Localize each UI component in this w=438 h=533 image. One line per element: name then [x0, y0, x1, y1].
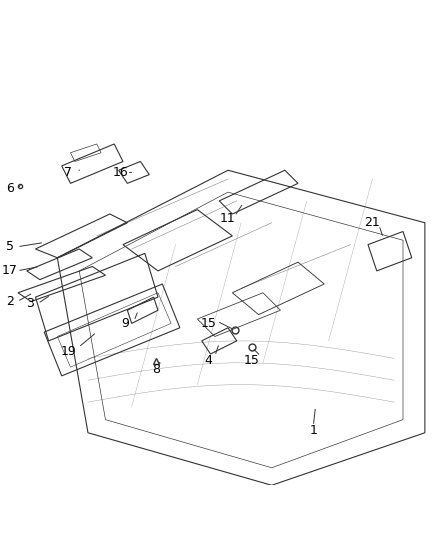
Text: 11: 11 [220, 212, 236, 225]
Text: 19: 19 [60, 345, 76, 358]
Text: 5: 5 [6, 240, 14, 253]
Text: 7: 7 [64, 166, 72, 179]
Text: 15: 15 [200, 317, 216, 330]
Text: 3: 3 [26, 297, 34, 310]
Text: 16: 16 [113, 166, 129, 179]
Text: 1: 1 [309, 424, 317, 437]
Text: 4: 4 [205, 354, 212, 367]
Text: 15: 15 [244, 354, 260, 367]
Text: 9: 9 [121, 317, 129, 330]
Text: 6: 6 [6, 182, 14, 195]
Text: 17: 17 [2, 264, 18, 277]
Text: 2: 2 [6, 295, 14, 308]
Text: 8: 8 [152, 363, 160, 376]
Text: 21: 21 [364, 216, 380, 229]
